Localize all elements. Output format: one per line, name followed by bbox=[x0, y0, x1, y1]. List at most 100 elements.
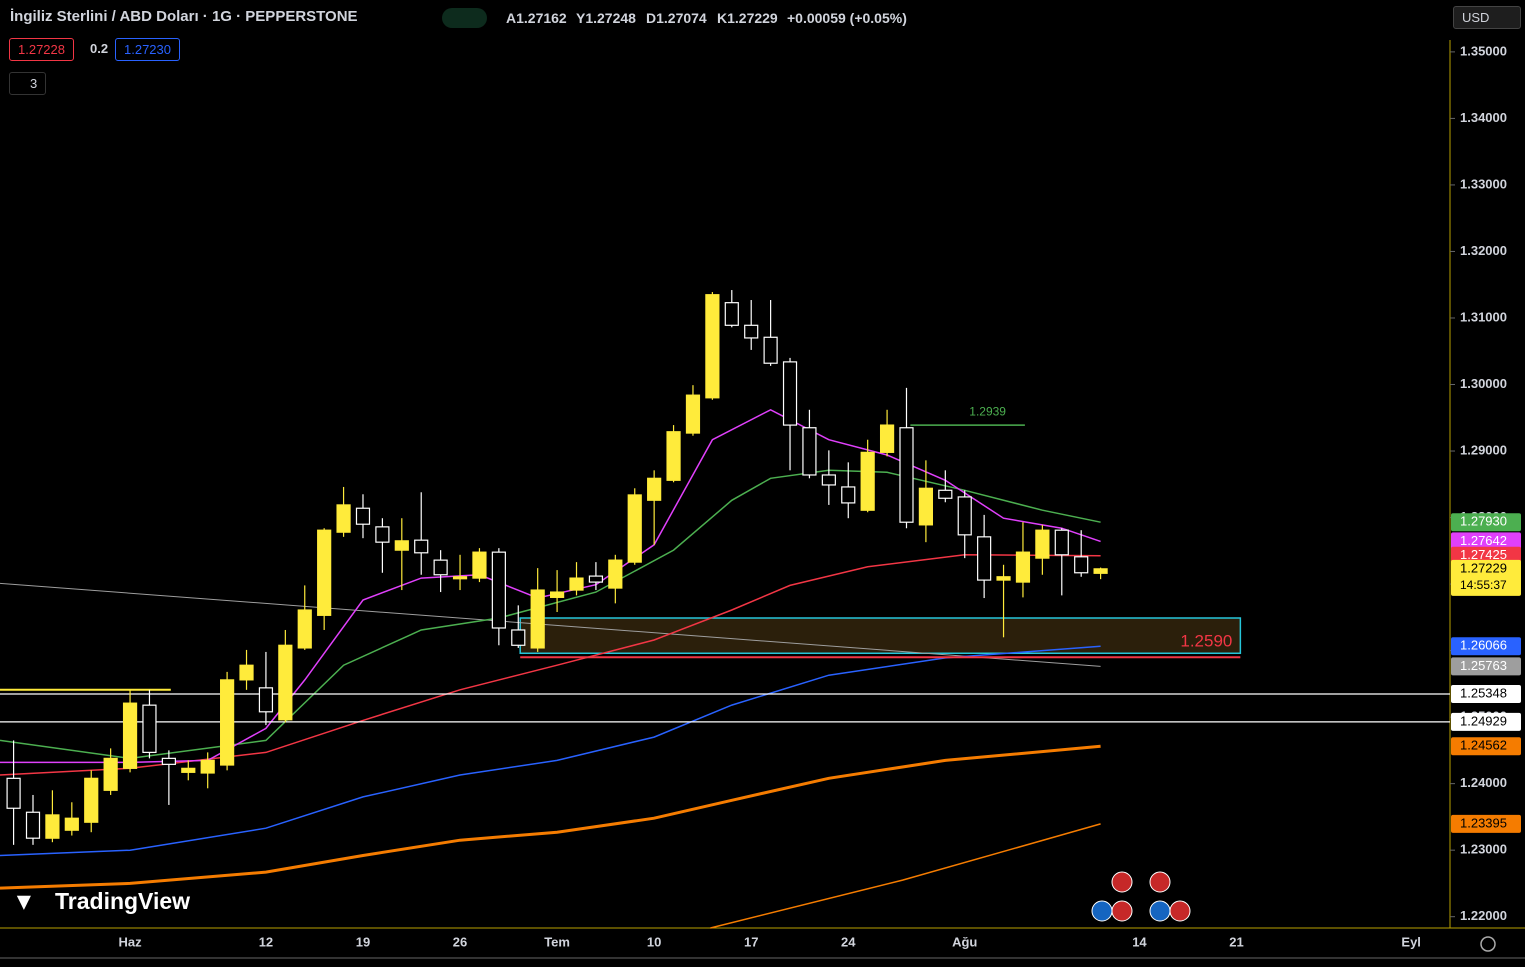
plot-area: 1.2590 1.2939 bbox=[0, 290, 1450, 929]
candle-body bbox=[258, 687, 274, 713]
y-tick-label: 1.35000 bbox=[1460, 43, 1507, 58]
candle-body bbox=[763, 336, 778, 364]
indicator-line bbox=[710, 823, 1101, 929]
x-tick-label: 10 bbox=[647, 934, 661, 949]
price-tag-label: 1.24562 bbox=[1460, 738, 1507, 753]
x-tick-label: Ağu bbox=[952, 934, 977, 949]
candle-body bbox=[802, 427, 817, 476]
y-tick-label: 1.34000 bbox=[1460, 110, 1507, 125]
price-tag-label: 1.27930 bbox=[1460, 514, 1507, 529]
candle-body bbox=[627, 494, 642, 563]
candle-body bbox=[45, 814, 60, 839]
indicator-toggle[interactable]: 3 bbox=[9, 72, 47, 95]
sell-button[interactable]: 1.27228 bbox=[9, 38, 74, 61]
candle-body bbox=[511, 629, 526, 646]
candle-body bbox=[375, 526, 390, 543]
candle-body bbox=[860, 451, 875, 511]
price-tag-label: 1.25348 bbox=[1460, 685, 1507, 700]
candle-body bbox=[1054, 529, 1069, 556]
x-tick-label: 12 bbox=[259, 934, 273, 949]
price-tag bbox=[1451, 532, 1521, 551]
status-badge bbox=[442, 8, 487, 28]
settings-icon[interactable] bbox=[1480, 936, 1496, 952]
candle-body bbox=[705, 294, 720, 399]
x-tick-label: 14 bbox=[1132, 934, 1147, 949]
candle-body bbox=[1093, 568, 1108, 574]
candle-body bbox=[782, 361, 798, 426]
price-tag bbox=[1451, 513, 1521, 532]
ohlc-low: D1.27074 bbox=[646, 10, 707, 26]
price-tag-label: 1.23395 bbox=[1460, 815, 1507, 830]
candle-body bbox=[1035, 529, 1050, 559]
price-tag-label: 1.26066 bbox=[1460, 638, 1507, 653]
price-tag bbox=[1451, 559, 1521, 596]
candle-body bbox=[1074, 556, 1089, 574]
candle-body bbox=[200, 759, 215, 774]
x-tick-label: 21 bbox=[1229, 934, 1243, 949]
y-tick-label: 1.31000 bbox=[1460, 309, 1507, 324]
ohlc-close: K1.27229 bbox=[717, 10, 778, 26]
spread: 0.2 bbox=[90, 41, 109, 56]
candle-body bbox=[918, 487, 934, 526]
candle-body bbox=[433, 559, 448, 576]
candle-body bbox=[6, 777, 21, 809]
y-tick-label: 1.29000 bbox=[1460, 442, 1507, 457]
candle-body bbox=[899, 427, 914, 523]
y-tick-label: 1.32000 bbox=[1460, 243, 1507, 258]
candle-body bbox=[64, 817, 79, 831]
candle-body bbox=[821, 474, 836, 486]
indicator-line bbox=[0, 744, 1101, 890]
candle-body bbox=[278, 644, 293, 721]
svg-text:▼: ▼ bbox=[12, 888, 36, 915]
candle-body bbox=[744, 324, 759, 339]
candle-body bbox=[977, 536, 992, 581]
price-tag-label: 1.27642 bbox=[1460, 533, 1507, 548]
price-tag bbox=[1451, 712, 1521, 731]
price-tag-label: 1.27425 bbox=[1460, 547, 1507, 562]
price-tag bbox=[1451, 637, 1521, 656]
level-label: 1.2590 bbox=[1180, 632, 1232, 651]
candle-body bbox=[569, 577, 584, 591]
logo-text: TradingView bbox=[55, 888, 190, 914]
y-tick-label: 1.24000 bbox=[1460, 775, 1507, 790]
event-flags bbox=[1091, 871, 1191, 922]
candle-body bbox=[724, 302, 739, 326]
price-tag-label: 1.24929 bbox=[1460, 713, 1507, 728]
indicator-line bbox=[0, 554, 1101, 776]
x-tick-label: 24 bbox=[841, 934, 856, 949]
candle-body bbox=[317, 529, 332, 616]
candle-body bbox=[161, 757, 176, 765]
candle-body bbox=[84, 777, 99, 823]
candle-body bbox=[685, 394, 701, 434]
candle-body bbox=[181, 767, 196, 773]
x-tick-label: Eyl bbox=[1401, 934, 1421, 949]
candle-body bbox=[957, 496, 972, 536]
candle-body bbox=[239, 664, 254, 681]
candle-body bbox=[414, 539, 429, 554]
candle-body bbox=[103, 757, 118, 791]
candle-body bbox=[841, 486, 856, 504]
candle-body bbox=[1015, 551, 1031, 583]
currency-select[interactable]: USD bbox=[1453, 6, 1521, 29]
indicator-line bbox=[0, 582, 1101, 667]
ohlc-open: A1.27162 bbox=[506, 10, 567, 26]
logo: ▼ TradingView bbox=[12, 888, 190, 915]
candle-body bbox=[647, 477, 662, 501]
candle-body bbox=[394, 540, 409, 551]
candle-body bbox=[608, 559, 623, 589]
price-tag bbox=[1451, 684, 1521, 703]
buy-button[interactable]: 1.27230 bbox=[115, 38, 180, 61]
ohlc-high: Y1.27248 bbox=[576, 10, 636, 26]
candle-body bbox=[142, 704, 157, 753]
candle-body bbox=[336, 504, 351, 533]
price-tag-label: 1.25763 bbox=[1460, 658, 1507, 673]
price-tag bbox=[1451, 814, 1521, 833]
indicator-line bbox=[0, 645, 1101, 857]
y-tick-label: 1.22000 bbox=[1460, 908, 1507, 923]
candle-body bbox=[452, 576, 468, 580]
x-tick-label: 19 bbox=[356, 934, 370, 949]
y-tick-label: 1.23000 bbox=[1460, 842, 1507, 857]
candle-body bbox=[996, 576, 1011, 581]
